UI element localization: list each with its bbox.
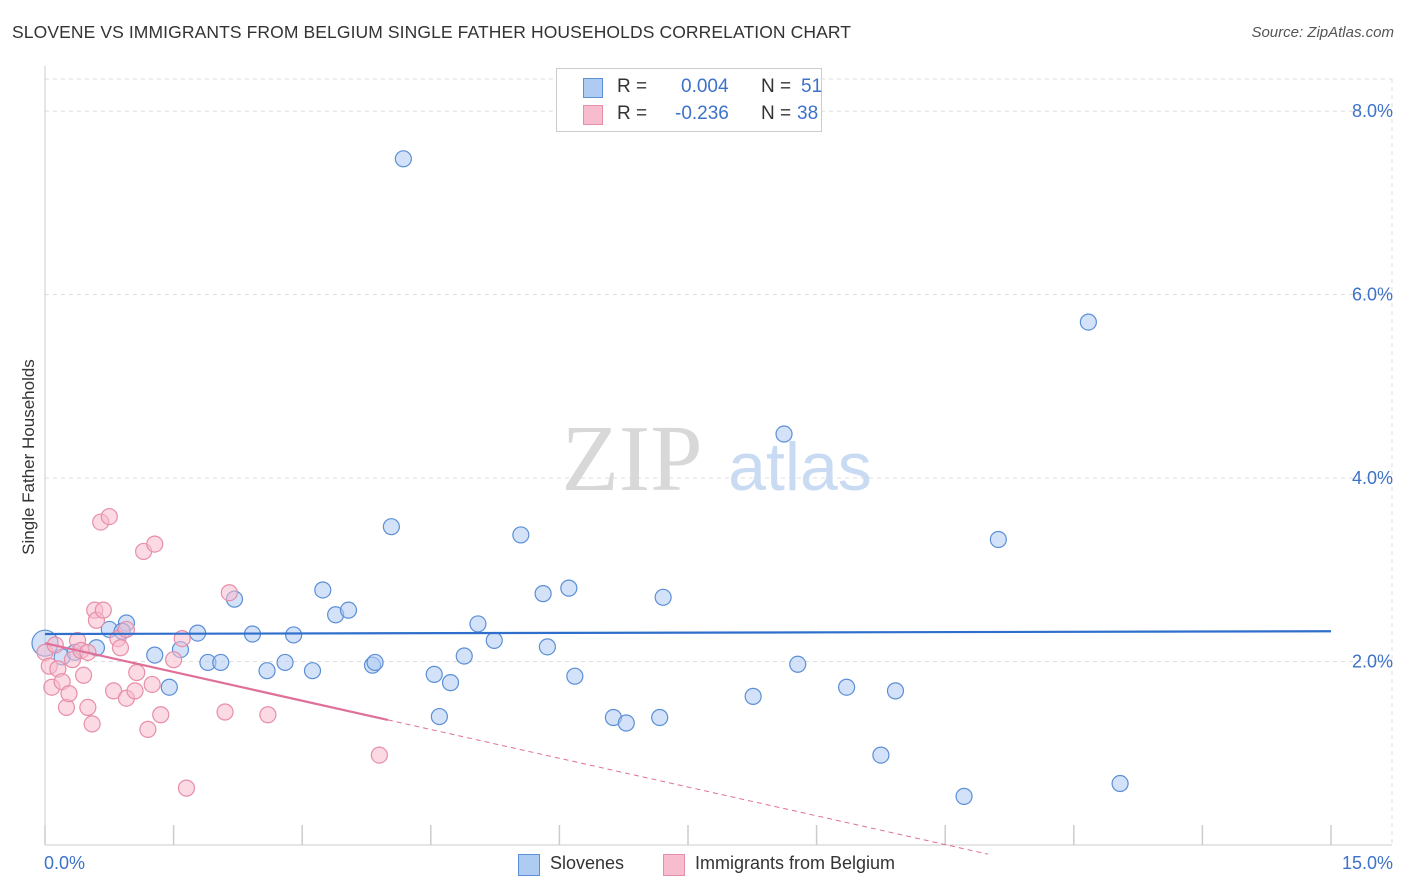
legend-swatch-blue bbox=[583, 78, 603, 98]
slovenes-point bbox=[366, 653, 384, 672]
belgium-point bbox=[104, 682, 123, 700]
belgium-point bbox=[83, 715, 101, 733]
slovenes-point bbox=[285, 626, 303, 644]
watermark-atlas: atlas bbox=[728, 429, 872, 505]
bottom-legend-label: Immigrants from Belgium bbox=[695, 853, 896, 873]
slovenes-point bbox=[886, 682, 905, 700]
chart-title: SLOVENE VS IMMIGRANTS FROM BELGIUM SINGL… bbox=[12, 22, 852, 42]
slovenes-point bbox=[775, 425, 793, 443]
belgium-point bbox=[94, 601, 112, 619]
legend-r-value: -0.236 bbox=[675, 103, 729, 124]
slovenes-point bbox=[441, 674, 460, 692]
slovenes-point bbox=[455, 647, 473, 665]
slovenes-point bbox=[276, 653, 294, 672]
legend-n-value: 51 bbox=[801, 76, 823, 97]
belgium-point bbox=[126, 682, 144, 700]
belgium-point bbox=[117, 620, 136, 639]
bottom-legend-swatch-blue bbox=[518, 854, 540, 876]
slovenes-point bbox=[1111, 774, 1129, 793]
slovenes-point bbox=[1079, 313, 1097, 331]
slovenes-point bbox=[789, 655, 807, 673]
slovenes-point bbox=[160, 678, 178, 696]
watermark: ZIP atlas bbox=[562, 407, 872, 511]
belgium-point bbox=[259, 706, 277, 724]
belgium-point bbox=[74, 666, 93, 684]
belgium-point bbox=[143, 675, 161, 694]
slovenes-point bbox=[534, 585, 552, 603]
slovenes-point bbox=[303, 662, 322, 680]
belgium-point bbox=[128, 663, 146, 682]
gridlines bbox=[45, 78, 1393, 845]
belgium-point bbox=[60, 685, 78, 703]
legend-n-label: N = bbox=[761, 103, 792, 124]
slovenes-point bbox=[485, 631, 503, 650]
slovenes-point bbox=[146, 646, 164, 664]
slovenes-trend-line bbox=[44, 630, 1332, 636]
slovenes-point bbox=[469, 615, 487, 633]
belgium-point bbox=[79, 698, 97, 716]
belgium-points bbox=[36, 507, 388, 797]
legend-r-value: 0.004 bbox=[681, 76, 729, 97]
legend-n-value: 38 bbox=[797, 103, 819, 124]
slovenes-point bbox=[430, 707, 448, 726]
belgium-point bbox=[165, 651, 183, 669]
legend-n-label: N = bbox=[761, 76, 792, 97]
x-tick-label: 0.0% bbox=[44, 853, 85, 873]
watermark-zip: ZIP bbox=[562, 407, 703, 511]
belgium-trend-line bbox=[44, 642, 389, 721]
slovenes-point bbox=[339, 601, 358, 619]
belgium-point bbox=[216, 703, 234, 721]
slovenes-point bbox=[566, 667, 584, 685]
axes bbox=[44, 66, 1392, 846]
bottom-legend-label: Slovenes bbox=[550, 853, 625, 873]
belgium-point bbox=[111, 639, 130, 657]
slovenes-point bbox=[560, 579, 578, 597]
trend-lines bbox=[44, 630, 1332, 855]
x-tick-label: 15.0% bbox=[1342, 853, 1393, 873]
slovenes-point bbox=[314, 581, 332, 599]
slovenes-point bbox=[394, 150, 412, 168]
belgium-point bbox=[152, 706, 170, 724]
correlation-legend: R = 0.004 N = 51 R = -0.236 N = 38 bbox=[556, 68, 822, 132]
belgium-point bbox=[139, 720, 157, 739]
legend-r-label: R = bbox=[617, 103, 648, 124]
legend-swatch-pink bbox=[583, 105, 603, 125]
slovenes-point bbox=[512, 526, 530, 544]
belgium-trend-line-extension bbox=[387, 719, 989, 855]
belgium-point bbox=[370, 746, 388, 764]
y-tick-label: 8.0% bbox=[1352, 101, 1393, 121]
belgium-point bbox=[100, 507, 118, 526]
belgium-point bbox=[177, 779, 196, 797]
slovenes-point bbox=[382, 518, 400, 536]
belgium-point bbox=[146, 535, 164, 553]
slovenes-point bbox=[538, 638, 556, 656]
y-tick-label: 4.0% bbox=[1352, 468, 1393, 488]
slovenes-point bbox=[425, 665, 443, 683]
y-axis-label: Single Father Households bbox=[19, 359, 38, 555]
y-tick-label: 6.0% bbox=[1352, 285, 1393, 305]
slovenes-point bbox=[617, 714, 635, 732]
slovenes-point bbox=[989, 530, 1007, 549]
slovenes-point bbox=[872, 746, 890, 764]
slovenes-point bbox=[955, 787, 973, 805]
belgium-point bbox=[220, 584, 238, 602]
slovenes-point bbox=[212, 653, 230, 672]
slovenes-point bbox=[651, 708, 669, 727]
slovenes-point bbox=[654, 588, 672, 606]
slovenes-point bbox=[258, 662, 276, 680]
y-tick-label: 2.0% bbox=[1352, 652, 1393, 672]
slovenes-point bbox=[744, 687, 762, 705]
source-label: Source: ZipAtlas.com bbox=[1251, 24, 1394, 41]
bottom-legend-swatch-pink bbox=[663, 854, 685, 876]
slovenes-point bbox=[838, 678, 856, 696]
tick-labels: 2.0% 4.0% 6.0% 8.0% 0.0% 15.0% bbox=[44, 101, 1393, 873]
legend-r-label: R = bbox=[617, 76, 648, 97]
